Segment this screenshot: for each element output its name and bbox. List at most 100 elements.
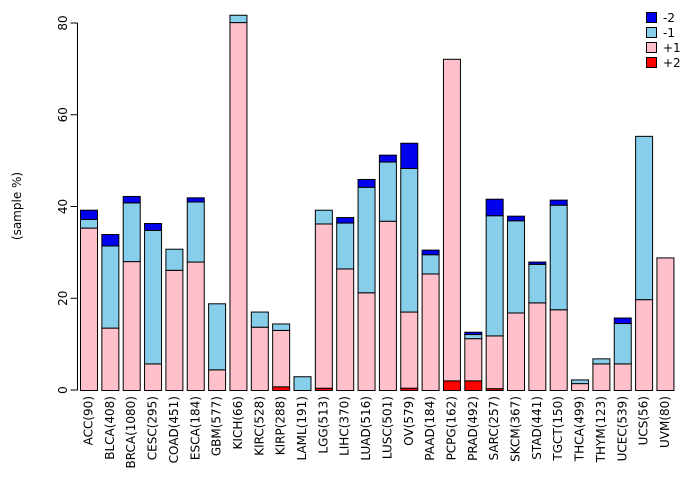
bar-segment-+1 <box>122 261 141 391</box>
bar-segment--2 <box>378 154 397 163</box>
bar-segment--1 <box>485 215 504 337</box>
bar-segment--1 <box>336 222 355 270</box>
bar-BLCA(408) <box>101 234 120 391</box>
x-tick-label: BRCA(1080) <box>124 396 138 468</box>
bar-segment--1 <box>101 245 120 329</box>
x-tick-label: CESC(295) <box>146 396 160 460</box>
x-tick-label: LUSC(501) <box>380 396 394 459</box>
x-tick-label: UVM(80) <box>658 396 672 448</box>
bar-segment--2 <box>80 209 98 220</box>
bar-LAML(191) <box>293 376 312 391</box>
bar-SARC(257) <box>485 198 504 392</box>
bar-segment--1 <box>464 334 483 340</box>
bar-segment--2 <box>336 217 355 224</box>
legend-swatch-+2 <box>646 57 657 68</box>
bar-LGG(513) <box>314 209 333 391</box>
x-tick-label: LGG(513) <box>316 396 330 454</box>
bar-segment-+1 <box>635 299 654 392</box>
bar-segment--2 <box>549 199 568 206</box>
legend-label: +1 <box>663 40 681 55</box>
legend: -2 -1 +1 +2 <box>646 10 681 70</box>
x-tick-label: TGCT(150) <box>551 396 565 462</box>
x-tick-label: PCPG(162) <box>444 396 458 460</box>
bar-segment--2 <box>400 142 419 169</box>
x-tick-label: PRAD(492) <box>466 396 480 461</box>
bar-ESCA(184) <box>186 197 205 391</box>
bar-SKCM(367) <box>507 215 525 391</box>
bar-OV(579) <box>400 142 419 391</box>
bar-segment--1 <box>122 202 141 263</box>
x-tick-label: THYM(123) <box>594 396 608 463</box>
y-axis: 0 20 40 60 80 <box>56 15 78 394</box>
bar-GBM(577) <box>208 303 227 392</box>
bar-CESC(295) <box>144 223 163 391</box>
bar-segment--2 <box>464 331 483 336</box>
bar-KICH(66) <box>229 14 248 392</box>
bar-segment-+1 <box>357 292 376 392</box>
legend-swatch--2 <box>646 12 657 23</box>
bar-segment--1 <box>314 209 333 225</box>
x-tick-label: GBM(577) <box>210 396 224 456</box>
bar-segment-+1 <box>400 311 419 389</box>
bar-BRCA(1080) <box>122 195 141 391</box>
bar-segment-+1 <box>421 273 440 392</box>
bar-PAAD(184) <box>421 249 440 392</box>
x-tick-label: UCEC(539) <box>615 396 629 461</box>
x-tick-label: ESCA(184) <box>188 396 202 460</box>
bar-segment--1 <box>421 254 440 275</box>
bar-STAD(441) <box>528 261 547 391</box>
legend-item--1: -1 <box>646 25 681 40</box>
bar-segment-+1 <box>571 383 590 391</box>
bar-segment--1 <box>229 14 248 24</box>
y-tick-label: 80 <box>56 15 70 30</box>
bar-TGCT(150) <box>549 199 568 392</box>
bar-segment-+1 <box>549 309 568 392</box>
bar-UVM(80) <box>656 257 675 392</box>
bar-segment-+1 <box>80 227 98 391</box>
bar-segment-+1 <box>272 329 291 388</box>
bar-segment--1 <box>613 323 632 365</box>
bar-segment--1 <box>357 186 376 294</box>
bar-segment-+2 <box>442 380 461 391</box>
bar-segment--2 <box>101 234 120 247</box>
bar-LIHC(370) <box>336 217 355 391</box>
bar-PCPG(162) <box>442 58 461 391</box>
legend-item--2: -2 <box>646 10 681 25</box>
bar-segment-+1 <box>485 335 504 390</box>
bar-UCEC(539) <box>613 317 632 391</box>
bar-segment-+1 <box>229 22 248 392</box>
x-tick-label: COAD(451) <box>167 396 181 463</box>
bar-segment-+1 <box>613 363 632 391</box>
bar-segment--1 <box>528 263 547 304</box>
bar-segment-+1 <box>208 369 227 392</box>
bar-segment-+1 <box>144 363 163 391</box>
bar-segment-+2 <box>464 380 483 391</box>
bars-group: ACC(90) BLCA(408) BRCA(1080) CESC(295) COAD(… <box>80 14 675 468</box>
bar-COAD(451) <box>165 248 184 391</box>
x-tick-label: KIRC(528) <box>252 396 266 456</box>
bar-LUSC(501) <box>378 154 397 391</box>
bar-segment-+1 <box>186 261 205 391</box>
x-tick-label: KICH(66) <box>231 396 245 449</box>
bar-segment--1 <box>165 248 184 271</box>
bar-segment--2 <box>357 178 376 188</box>
bar-segment--1 <box>272 323 291 331</box>
bar-segment--1 <box>80 218 98 229</box>
bar-UCS(56) <box>635 135 654 392</box>
bar-segment-+1 <box>656 257 675 392</box>
bar-THCA(499) <box>571 379 590 391</box>
legend-label: -2 <box>663 10 675 25</box>
bar-segment-+1 <box>442 58 461 382</box>
x-tick-label: LIHC(370) <box>338 396 352 456</box>
y-tick-label: 0 <box>56 386 70 394</box>
x-tick-label: KIRP(288) <box>274 396 288 455</box>
bar-segment--1 <box>592 358 611 365</box>
x-tick-label: PAAD(184) <box>423 396 437 461</box>
legend-label: -1 <box>663 25 675 40</box>
y-tick-label: 60 <box>56 107 70 122</box>
bar-segment--2 <box>485 198 504 217</box>
legend-swatch--1 <box>646 27 657 38</box>
x-tick-label: UCS(56) <box>637 396 651 445</box>
bar-ACC(90) <box>80 209 98 391</box>
